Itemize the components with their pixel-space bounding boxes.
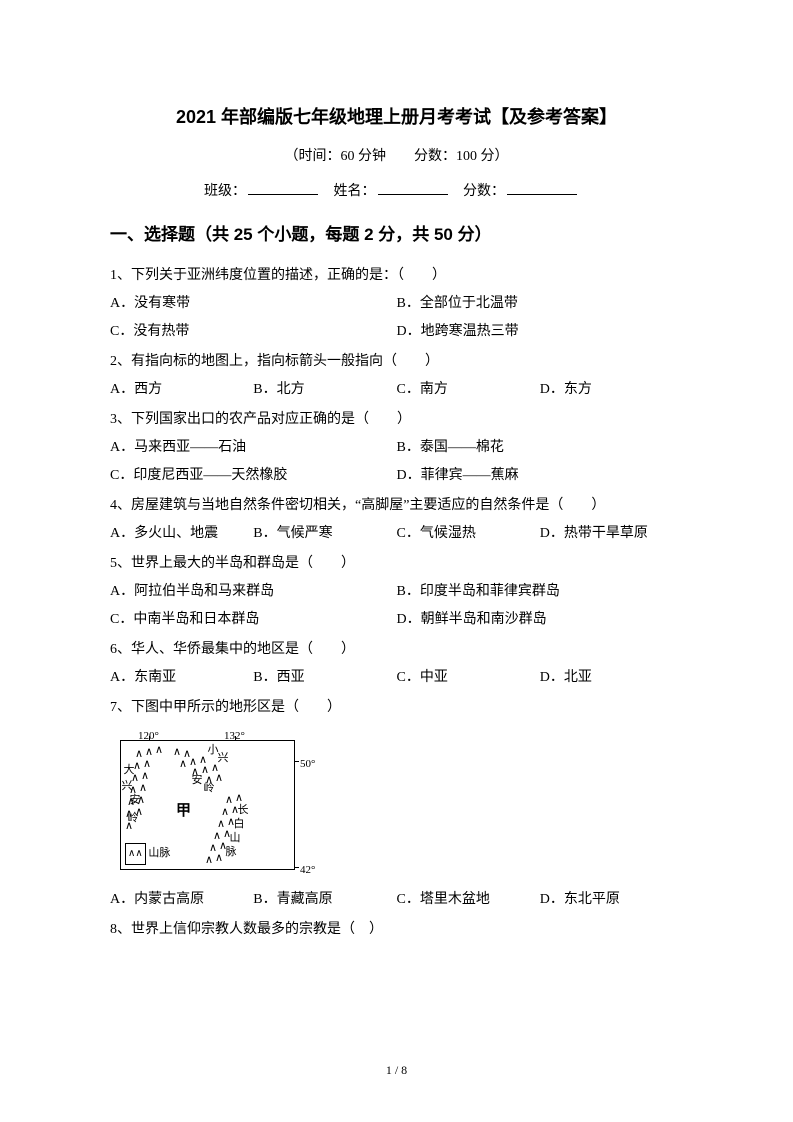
mountain-icon: ∧ bbox=[205, 855, 213, 866]
tick-icon bbox=[294, 761, 299, 762]
question-4: 4、房屋建筑与当地自然条件密切相关，“高脚屋”主要适应的自然条件是（ ） A．多… bbox=[110, 492, 683, 548]
map-lat2: 42° bbox=[300, 860, 315, 881]
q5-stem: 5、世界上最大的半岛和群岛是（ ） bbox=[110, 550, 683, 578]
name-label: 姓名： bbox=[334, 184, 376, 199]
q6-opt-d[interactable]: D．北亚 bbox=[540, 664, 683, 692]
mountain-icon: ∧ bbox=[215, 773, 223, 784]
map-legend: ∧∧ 山脉 bbox=[125, 843, 170, 865]
q3-opt-b[interactable]: B．泰国——棉花 bbox=[397, 434, 684, 462]
name-blank[interactable] bbox=[378, 194, 448, 195]
score-label: 分数： bbox=[463, 184, 505, 199]
q7-opt-a[interactable]: A．内蒙古高原 bbox=[110, 886, 253, 914]
tick-icon bbox=[235, 736, 236, 741]
q1-opt-d[interactable]: D．地跨寒温热三带 bbox=[397, 318, 684, 346]
section-1-header: 一、选择题（共 25 个小题，每题 2 分，共 50 分） bbox=[110, 219, 683, 251]
q7-stem: 7、下图中甲所示的地形区是（ ） bbox=[110, 694, 683, 722]
ridge-nw-label: 大 bbox=[123, 765, 135, 777]
question-5: 5、世界上最大的半岛和群岛是（ ） A．阿拉伯半岛和马来群岛 B．印度半岛和菲律… bbox=[110, 550, 683, 634]
ridge-nw-label: 兴 bbox=[121, 781, 133, 793]
legend-text: 山脉 bbox=[148, 847, 170, 859]
legend-icon: ∧∧ bbox=[125, 843, 146, 865]
question-2: 2、有指向标的地图上，指向标箭头一般指向（ ） A．西方 B．北方 C．南方 D… bbox=[110, 348, 683, 404]
mountain-icon: ∧ bbox=[179, 759, 187, 770]
q4-opt-d[interactable]: D．热带干旱草原 bbox=[540, 520, 683, 548]
q3-stem: 3、下列国家出口的农产品对应正确的是（ ） bbox=[110, 406, 683, 434]
mountain-icon: ∧ bbox=[155, 745, 163, 756]
ridge-se-label: 山 bbox=[229, 833, 241, 845]
mountain-icon: ∧ bbox=[139, 783, 147, 794]
ridge-nw-label: 安 bbox=[129, 795, 141, 807]
q8-stem: 8、世界上信仰宗教人数最多的宗教是（ ） bbox=[110, 916, 683, 944]
q6-opt-b[interactable]: B．西亚 bbox=[253, 664, 396, 692]
q2-opt-b[interactable]: B．北方 bbox=[253, 376, 396, 404]
q7-opt-c[interactable]: C．塔里木盆地 bbox=[397, 886, 540, 914]
mountain-icon: ∧ bbox=[173, 747, 181, 758]
score-blank[interactable] bbox=[507, 194, 577, 195]
q6-opt-c[interactable]: C．中亚 bbox=[397, 664, 540, 692]
q5-opt-d[interactable]: D．朝鲜半岛和南沙群岛 bbox=[397, 606, 684, 634]
q1-stem: 1、下列关于亚洲纬度位置的描述，正确的是：（ ） bbox=[110, 262, 683, 290]
q2-opt-c[interactable]: C．南方 bbox=[397, 376, 540, 404]
q3-opt-a[interactable]: A．马来西亚——石油 bbox=[110, 434, 397, 462]
mountain-icon: ∧ bbox=[141, 771, 149, 782]
page-number: 1 / 8 bbox=[0, 1059, 793, 1082]
question-8: 8、世界上信仰宗教人数最多的宗教是（ ） bbox=[110, 916, 683, 944]
map-center-label: 甲 bbox=[176, 797, 191, 826]
ridge-nw-label: 岭 bbox=[127, 813, 139, 825]
q7-opt-d[interactable]: D．东北平原 bbox=[540, 886, 683, 914]
map-lat1: 50° bbox=[300, 754, 315, 775]
mountain-icon: ∧ bbox=[143, 759, 151, 770]
q1-opt-c[interactable]: C．没有热带 bbox=[110, 318, 397, 346]
q1-opt-b[interactable]: B．全部位于北温带 bbox=[397, 290, 684, 318]
mountain-icon: ∧ bbox=[135, 749, 143, 760]
q6-stem: 6、华人、华侨最集中的地区是（ ） bbox=[110, 636, 683, 664]
class-blank[interactable] bbox=[248, 194, 318, 195]
q2-opt-a[interactable]: A．西方 bbox=[110, 376, 253, 404]
q2-opt-d[interactable]: D．东方 bbox=[540, 376, 683, 404]
q1-opt-a[interactable]: A．没有寒带 bbox=[110, 290, 397, 318]
q4-stem: 4、房屋建筑与当地自然条件密切相关，“高脚屋”主要适应的自然条件是（ ） bbox=[110, 492, 683, 520]
q4-opt-b[interactable]: B．气候严寒 bbox=[253, 520, 396, 548]
question-3: 3、下列国家出口的农产品对应正确的是（ ） A．马来西亚——石油 B．泰国——棉… bbox=[110, 406, 683, 490]
exam-subtitle: （时间：60 分钟 分数：100 分） bbox=[110, 144, 683, 171]
q4-opt-a[interactable]: A．多火山、地震 bbox=[110, 520, 253, 548]
q3-opt-d[interactable]: D．菲律宾——蕉麻 bbox=[397, 462, 684, 490]
question-7: 7、下图中甲所示的地形区是（ ） 120° 132° 50° 42° ∧ ∧ ∧… bbox=[110, 694, 683, 914]
mountain-icon: ∧ bbox=[235, 793, 243, 804]
ridge-ne-label: 兴 bbox=[217, 753, 229, 765]
q2-stem: 2、有指向标的地图上，指向标箭头一般指向（ ） bbox=[110, 348, 683, 376]
tick-icon bbox=[294, 867, 299, 868]
q5-opt-a[interactable]: A．阿拉伯半岛和马来群岛 bbox=[110, 578, 397, 606]
q3-opt-c[interactable]: C．印度尼西亚——天然橡胶 bbox=[110, 462, 397, 490]
tick-icon bbox=[149, 736, 150, 741]
q5-opt-c[interactable]: C．中南半岛和日本群岛 bbox=[110, 606, 397, 634]
map-figure: 120° 132° 50° 42° ∧ ∧ ∧ ∧ ∧ ∧ ∧ ∧ ∧ ∧ ∧ … bbox=[110, 728, 306, 882]
info-line: 班级： 姓名： 分数： bbox=[110, 179, 683, 206]
map-box: ∧ ∧ ∧ ∧ ∧ ∧ ∧ ∧ ∧ ∧ ∧ ∧ ∧ ∧ 大 兴 安 岭 ∧ ∧ … bbox=[120, 740, 295, 870]
q7-opt-b[interactable]: B．青藏高原 bbox=[253, 886, 396, 914]
mountain-icon: ∧ bbox=[215, 853, 223, 864]
mountain-icon: ∧ bbox=[145, 747, 153, 758]
ridge-se-label: 长 bbox=[237, 805, 249, 817]
ridge-ne-label: 安 bbox=[191, 775, 203, 787]
question-1: 1、下列关于亚洲纬度位置的描述，正确的是：（ ） A．没有寒带 B．全部位于北温… bbox=[110, 262, 683, 346]
ridge-ne-label: 岭 bbox=[203, 783, 215, 795]
ridge-se-label: 白 bbox=[233, 819, 245, 831]
q5-opt-b[interactable]: B．印度半岛和菲律宾群岛 bbox=[397, 578, 684, 606]
question-6: 6、华人、华侨最集中的地区是（ ） A．东南亚 B．西亚 C．中亚 D．北亚 bbox=[110, 636, 683, 692]
class-label: 班级： bbox=[204, 184, 246, 199]
q6-opt-a[interactable]: A．东南亚 bbox=[110, 664, 253, 692]
q4-opt-c[interactable]: C．气候湿热 bbox=[397, 520, 540, 548]
page-title: 2021 年部编版七年级地理上册月考考试【及参考答案】 bbox=[110, 100, 683, 134]
ridge-se-label: 脉 bbox=[225, 847, 237, 859]
